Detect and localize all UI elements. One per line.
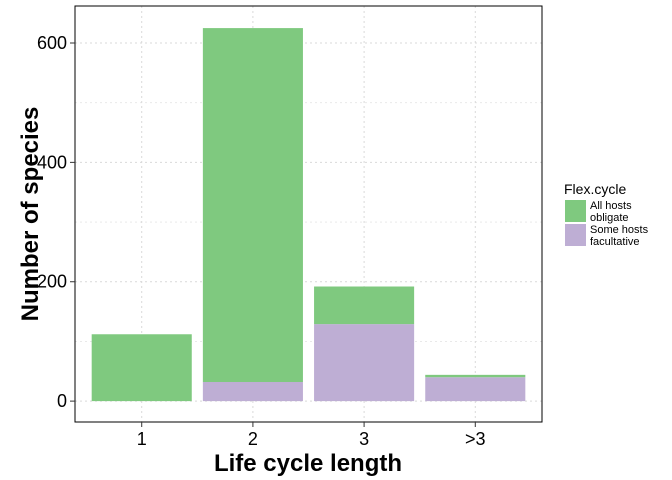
- y-axis: 0 200 400 600: [37, 33, 75, 411]
- y-tick-label: 200: [37, 272, 67, 292]
- x-tick-label: >3: [465, 429, 486, 449]
- bar-obligate-2: [202, 28, 303, 383]
- legend-label-facultative: Some hosts facultative: [590, 224, 649, 248]
- bars: [91, 28, 526, 402]
- legend-swatch-obligate: [565, 200, 586, 222]
- x-tick-label: 2: [248, 429, 258, 449]
- bar-obligate-1: [91, 334, 192, 402]
- x-tick-label: 3: [359, 429, 369, 449]
- legend-title: Flex.cycle: [564, 181, 626, 197]
- y-tick-label: 0: [57, 391, 67, 411]
- y-axis-title: Number of species: [17, 107, 44, 322]
- x-axis: 1 2 3 >3: [137, 422, 486, 449]
- legend-swatch-facultative: [565, 224, 586, 246]
- bar-obligate-4: [425, 374, 526, 378]
- plot-border: [74, 5, 543, 423]
- y-tick-label: 600: [37, 33, 67, 53]
- x-axis-title: Life cycle length: [214, 450, 402, 477]
- y-tick-label: 400: [37, 152, 67, 172]
- bar-obligate-3: [314, 286, 415, 325]
- x-tick-label: 1: [137, 429, 147, 449]
- legend-label-obligate: All hosts obligate: [590, 200, 632, 224]
- bar-facultative-3: [314, 324, 415, 402]
- bar-facultative-2: [202, 382, 303, 402]
- bar-facultative-4: [425, 377, 526, 402]
